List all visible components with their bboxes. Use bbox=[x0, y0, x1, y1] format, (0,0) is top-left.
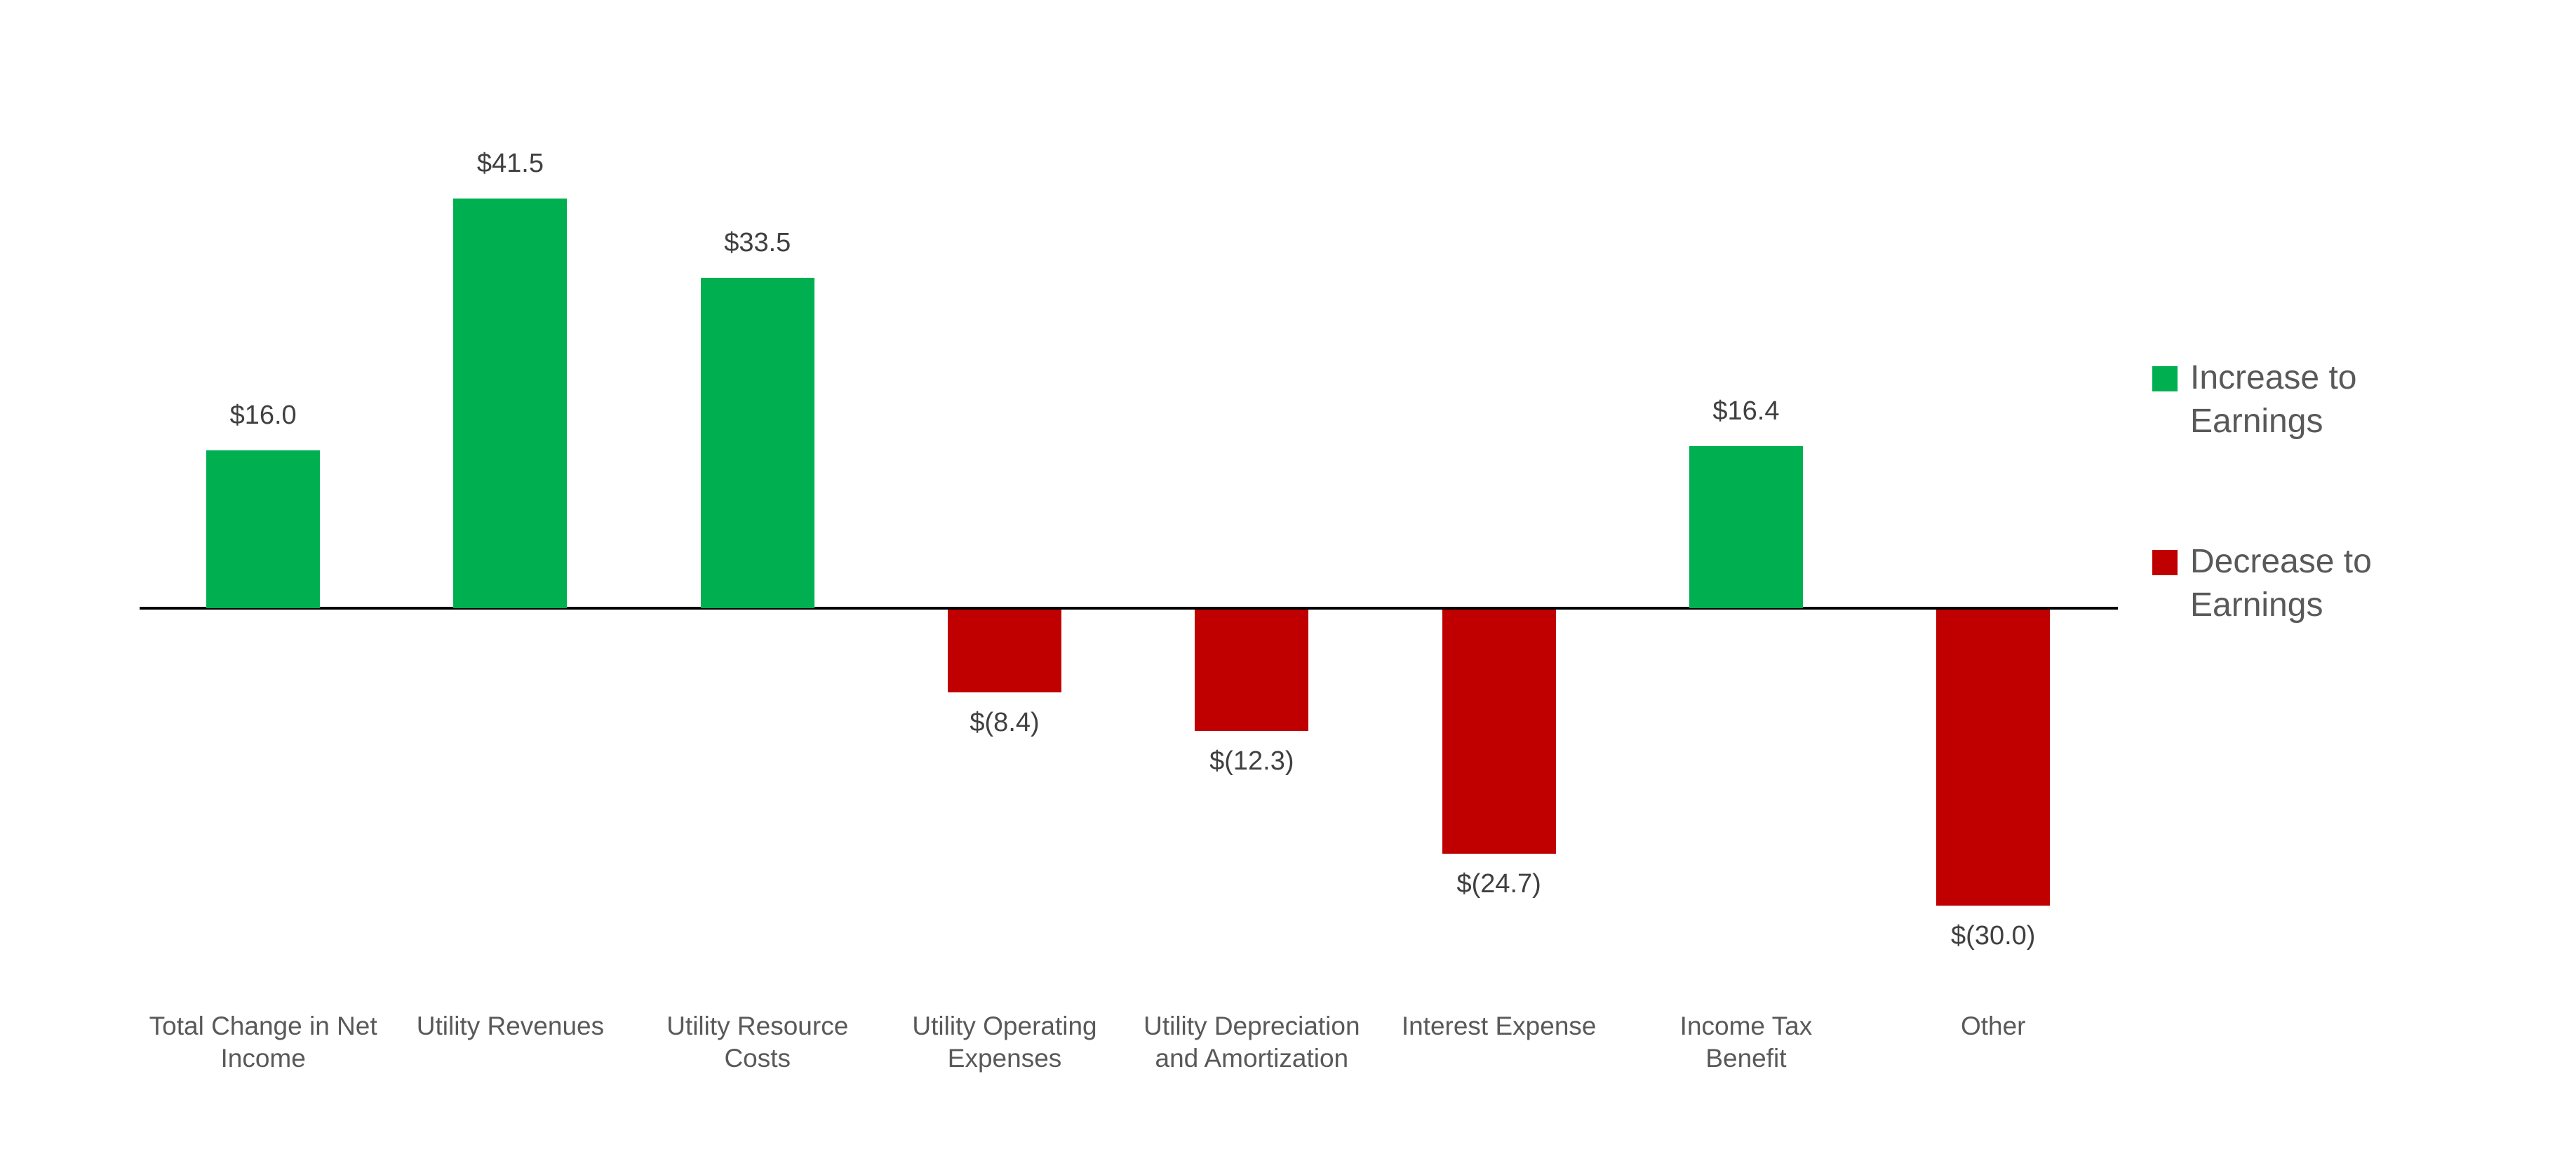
bar-value-label: $(8.4) bbox=[970, 708, 1040, 738]
category-label: Total Change in Net Income bbox=[149, 1012, 377, 1073]
category-label: Utility Operating Expenses bbox=[912, 1012, 1097, 1073]
bar bbox=[1442, 610, 1556, 854]
bar bbox=[1936, 610, 2051, 906]
bar-value-label: $(24.7) bbox=[1456, 868, 1541, 899]
legend-decrease-label: Decrease to Earnings bbox=[2190, 543, 2372, 624]
bar bbox=[700, 277, 814, 608]
bar bbox=[1689, 446, 1803, 608]
bar bbox=[206, 450, 321, 608]
bar-value-label: $(30.0) bbox=[1951, 921, 2036, 951]
category-label: Utility Resource Costs bbox=[666, 1012, 849, 1073]
category-label: Other bbox=[1960, 1012, 2026, 1040]
legend-item-decrease: Decrease to Earnings bbox=[2152, 540, 2401, 627]
bar bbox=[453, 199, 568, 608]
bar-value-label: $33.5 bbox=[724, 227, 791, 257]
category-label: Income Tax Benefit bbox=[1679, 1012, 1813, 1073]
bar-value-label: $16.4 bbox=[1712, 396, 1780, 427]
bar bbox=[948, 610, 1062, 693]
x-axis-line bbox=[140, 607, 2118, 610]
legend-decrease-swatch bbox=[2152, 550, 2178, 575]
legend-increase-swatch bbox=[2152, 366, 2178, 391]
category-label: Interest Expense bbox=[1401, 1012, 1597, 1040]
category-label: Utility Revenues bbox=[416, 1012, 605, 1040]
legend-increase-label: Increase to Earnings bbox=[2190, 359, 2357, 440]
bar-value-label: $16.0 bbox=[229, 400, 297, 430]
bar-value-label: $(12.3) bbox=[1209, 746, 1294, 777]
legend-item-increase: Increase to Earnings bbox=[2152, 356, 2401, 443]
bar-value-label: $41.5 bbox=[476, 149, 544, 179]
category-label: Utility Depreciation and Amortization bbox=[1143, 1012, 1360, 1073]
bar bbox=[1195, 610, 1309, 732]
